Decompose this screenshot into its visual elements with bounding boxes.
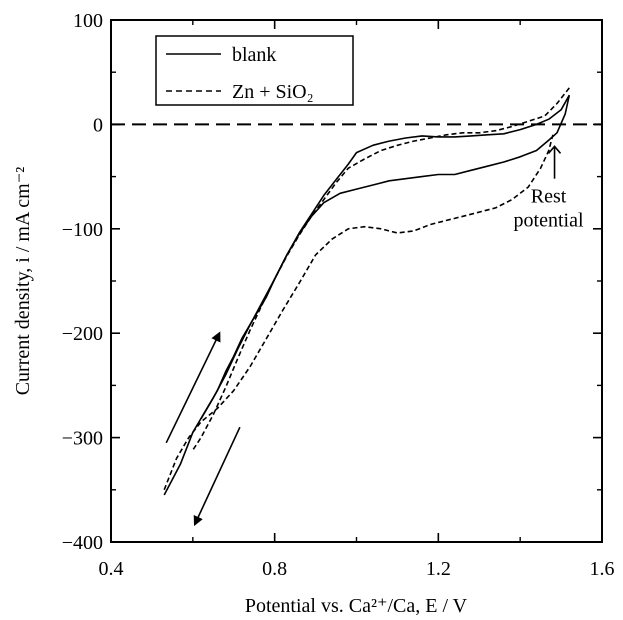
plot-area [111, 88, 602, 495]
series-0-forward-line [164, 95, 569, 495]
rest-potential-label: Rest [531, 186, 567, 208]
y-tick-label: −300 [62, 428, 103, 450]
x-tick-label: 1.2 [426, 558, 451, 580]
x-tick-label: 1.6 [590, 558, 615, 580]
sweep-direction-arrow [195, 427, 240, 524]
y-tick-label: 0 [93, 114, 103, 136]
x-tick-label: 0.4 [99, 558, 124, 580]
y-tick-label: −400 [62, 532, 103, 554]
y-axis-title: Current density, i / mA cm⁻² [12, 167, 34, 396]
series-1-reverse-line [193, 88, 570, 450]
legend-label-blank: blank [232, 44, 276, 66]
x-tick-label: 0.8 [262, 558, 287, 580]
legend-label-zn-sio2: Zn + SiO₂ [232, 81, 314, 103]
x-axis-title: Potential vs. Ca²⁺/Ca, E / V [245, 595, 468, 617]
series-0-reverse-line [201, 95, 569, 419]
y-tick-label: −200 [62, 323, 103, 345]
y-tick-label: −100 [62, 219, 103, 241]
rest-potential-label: potential [514, 210, 584, 232]
legend: blank Zn + SiO₂ [156, 36, 353, 105]
y-tick-label: 100 [73, 10, 103, 32]
sweep-direction-arrow [166, 333, 219, 443]
